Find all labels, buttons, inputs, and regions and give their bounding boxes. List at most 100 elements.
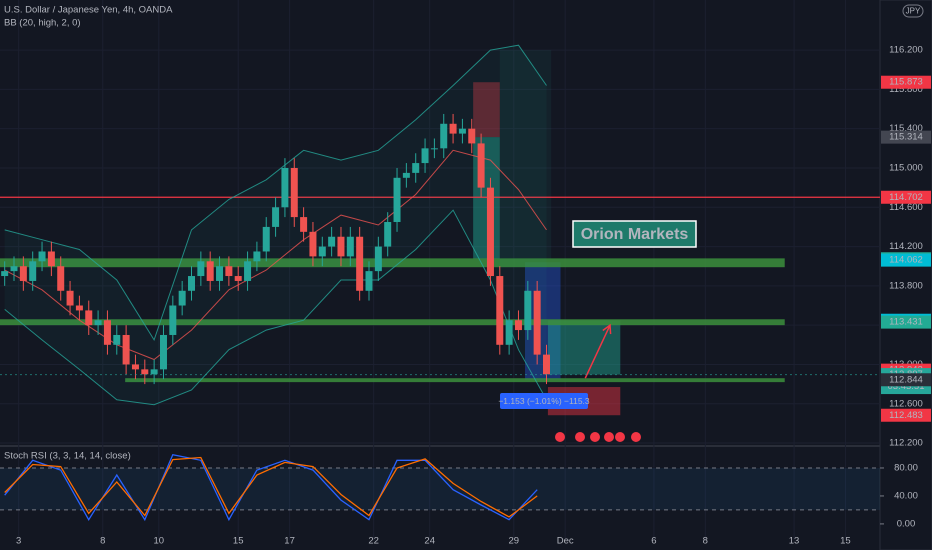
x-tick-label: 15 (840, 536, 851, 547)
candle-body (169, 305, 177, 335)
price-tag (881, 253, 931, 267)
candle-body (197, 261, 205, 277)
price-tag (881, 75, 931, 89)
event-icon[interactable] (555, 432, 565, 442)
position-box (547, 320, 621, 375)
candle-body (103, 320, 111, 345)
candle-body (477, 143, 485, 188)
price-axis (879, 0, 932, 550)
candle-body (206, 261, 214, 281)
candle-body (47, 251, 55, 267)
x-tick-label: Dec (557, 536, 574, 547)
candle-body (113, 334, 121, 345)
price-tag-label: 114.702 (889, 192, 923, 203)
price-tag-label: 112.844 (889, 374, 923, 385)
candle-body (131, 364, 139, 370)
candle-body (141, 369, 149, 375)
candle-body (150, 369, 158, 375)
x-tick-label: 29 (509, 536, 520, 547)
candle-body (412, 163, 420, 173)
price-tag-label: 115.314 (889, 132, 923, 143)
candle-body (253, 251, 261, 262)
candle-body (225, 266, 233, 277)
candle-body (38, 251, 46, 262)
candle-body (272, 207, 280, 227)
candle-body (514, 320, 522, 331)
candle-body (85, 310, 93, 326)
candle-body (486, 187, 494, 277)
candle-body (188, 276, 196, 291)
candle-body (440, 123, 448, 149)
event-icon[interactable] (615, 432, 625, 442)
candle-body (365, 271, 373, 291)
currency: JPY (906, 7, 921, 16)
candle-body (393, 177, 401, 223)
x-tick-label: 6 (651, 536, 656, 547)
y-tick-label: 114.600 (889, 202, 923, 213)
candle-body (10, 266, 18, 272)
arrow-head (602, 323, 612, 335)
y-tick-label: 115.800 (889, 84, 923, 95)
oscillator-tick-label: 80.00 (894, 462, 918, 473)
candle-body (328, 236, 336, 247)
candle-body (524, 290, 532, 331)
zone (125, 378, 785, 383)
candle-body (346, 236, 354, 257)
oscillator-band (0, 467, 880, 510)
candle-body (216, 266, 224, 281)
y-tick-label: 113.800 (889, 280, 923, 291)
price-tag (881, 130, 931, 144)
oscillator-line (4, 453, 538, 522)
candle-body (533, 290, 541, 355)
annotation-box (572, 220, 697, 248)
oscillator-tick-label: 40.00 (894, 490, 918, 501)
price-tag (881, 190, 931, 204)
measurement: −1.153 (−1.01%) −115.3 (498, 396, 590, 406)
oscillator-tick-label: 0.00 (897, 518, 916, 529)
event-icon[interactable] (631, 432, 641, 442)
candle-body (244, 261, 252, 281)
candle-body (374, 246, 382, 272)
candle-body (318, 246, 326, 257)
event-icon[interactable] (590, 432, 600, 442)
x-tick-label: 13 (789, 536, 800, 547)
chart-title: U.S. Dollar / Japanese Yen, 4h, OANDA (4, 5, 173, 16)
price-tag-label: 113.431 (889, 317, 923, 328)
candle-body (468, 128, 476, 144)
price-tag (881, 408, 931, 422)
candle-body (458, 128, 466, 134)
arrow-line (584, 324, 611, 379)
candle-body (66, 290, 74, 306)
oscillator-title: Stoch RSI (3, 3, 14, 14, close) (4, 451, 131, 462)
candle-body (309, 231, 317, 257)
y-tick-label: 112.600 (889, 398, 923, 409)
x-tick-label: 8 (703, 536, 708, 547)
event-icon[interactable] (575, 432, 585, 442)
candle-body (75, 305, 83, 311)
event-icon[interactable] (604, 432, 614, 442)
oscillator-line (4, 456, 538, 518)
candle-body (505, 320, 513, 345)
candle-body (159, 334, 167, 370)
candle-body (356, 236, 364, 291)
candle-body (262, 226, 270, 252)
candle-body (122, 334, 130, 365)
y-tick-label: 114.200 (889, 241, 923, 252)
x-tick-label: 17 (284, 536, 295, 547)
indicator-title: BB (20, high, 2, 0) (4, 18, 81, 29)
price-tag-label: 112.483 (889, 410, 923, 421)
y-tick-label: 115.000 (889, 162, 923, 173)
candle-body (337, 236, 345, 257)
candle-body (542, 354, 550, 375)
x-tick-label: 22 (368, 536, 379, 547)
candle-body (234, 276, 242, 281)
candle-body (300, 217, 308, 232)
currency-badge[interactable] (902, 4, 924, 18)
candle-body (290, 167, 298, 218)
x-tick-label: 15 (233, 536, 244, 547)
candle-body (57, 266, 65, 291)
position-box (473, 137, 500, 259)
